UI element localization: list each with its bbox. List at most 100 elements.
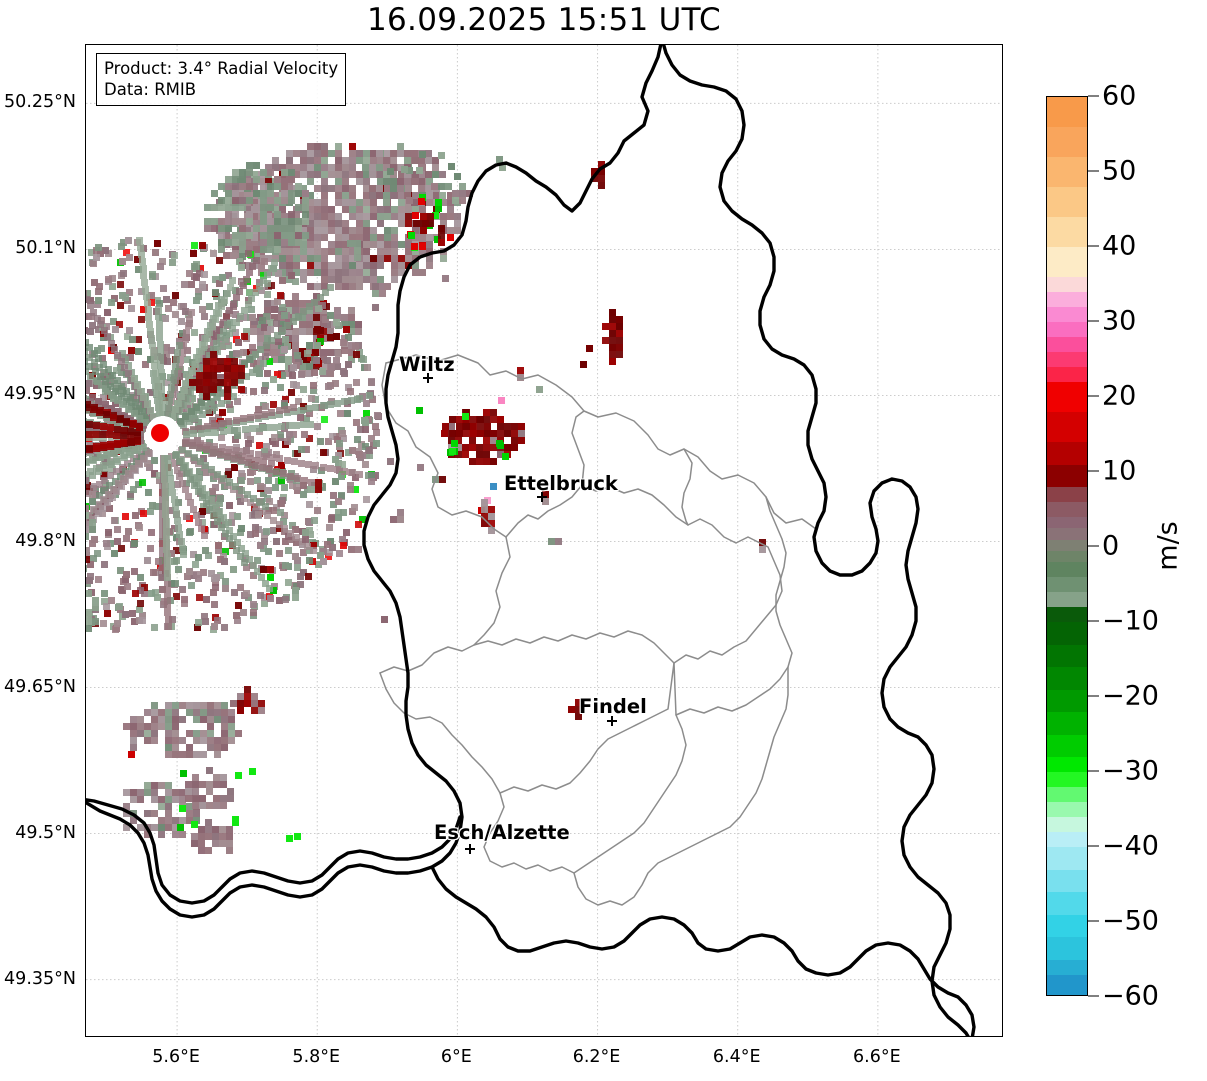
radar-echo-cell xyxy=(86,431,92,438)
radar-echo-cell xyxy=(598,168,605,175)
radar-echo-cell xyxy=(448,163,455,170)
radar-echo-cell xyxy=(179,789,186,796)
radar-echo-cell xyxy=(260,360,267,367)
radar-echo-cell xyxy=(89,540,96,547)
radar-echo-cell xyxy=(329,433,336,440)
radar-echo-cell xyxy=(275,338,282,345)
map-panel[interactable]: Product: 3.4° Radial Velocity Data: RMIB… xyxy=(85,44,1003,1037)
radar-echo-cell xyxy=(129,336,136,343)
radar-echo-cell xyxy=(195,488,202,495)
radar-echo-cell xyxy=(86,482,91,489)
radar-echo-cell xyxy=(208,466,215,473)
radar-echo-cell xyxy=(142,419,149,426)
radar-echo-cell xyxy=(149,502,156,509)
radar-echo-cell xyxy=(327,321,334,328)
colorbar[interactable] xyxy=(1046,96,1088,996)
radar-echo-cell xyxy=(106,505,113,512)
radar-echo-cell xyxy=(157,411,164,418)
radar-echo-cell xyxy=(139,612,146,619)
radar-echo-cell xyxy=(616,316,623,323)
radar-echo-cell xyxy=(231,379,238,386)
radar-echo-cell xyxy=(214,348,221,355)
radar-echo-cell xyxy=(159,258,166,265)
radar-echo-cell xyxy=(199,508,206,515)
radar-echo-cell xyxy=(398,206,405,213)
radar-echo-cell xyxy=(341,314,348,321)
radar-echo-cell xyxy=(114,440,121,447)
radar-echo-cell xyxy=(95,576,102,583)
radar-echo-cell xyxy=(411,150,418,157)
radar-echo-cell xyxy=(445,183,452,190)
radar-echo-cell xyxy=(204,218,211,225)
radar-echo-cell xyxy=(232,169,239,176)
radar-echo-cell xyxy=(246,289,253,296)
radar-echo-cell xyxy=(210,372,217,379)
radar-echo-cell xyxy=(90,309,97,316)
radar-echo-cell xyxy=(237,700,244,707)
radar-echo-cell xyxy=(277,509,284,516)
radar-echo-cell xyxy=(217,379,224,386)
radar-echo-cell xyxy=(196,468,203,475)
radar-echo-cell xyxy=(123,803,130,810)
radar-echo-cell xyxy=(616,351,623,358)
radar-echo-cell xyxy=(212,316,219,323)
radar-echo-cell xyxy=(321,171,328,178)
radar-echo-cell xyxy=(224,386,231,393)
latitude-tick-label: 49.35°N xyxy=(4,968,76,989)
radar-echo-cell xyxy=(404,171,411,178)
radar-echo-cell xyxy=(171,460,178,467)
radar-echo-cell xyxy=(144,723,151,730)
radar-echo-cell xyxy=(354,247,361,254)
radar-echo-cell xyxy=(257,483,264,490)
radar-echo-cell xyxy=(307,178,314,185)
radar-echo-cell xyxy=(300,227,307,234)
radar-echo-cell xyxy=(155,390,162,397)
radar-echo-cell xyxy=(348,397,355,404)
radar-echo-cell xyxy=(462,451,469,458)
radar-echo-cell xyxy=(192,415,199,422)
radar-echo-cell xyxy=(456,430,463,437)
radar-echo-cell xyxy=(164,574,171,581)
radar-echo-cell xyxy=(119,258,126,265)
radar-echo-cell xyxy=(172,730,179,737)
radar-echo-cell xyxy=(112,326,119,333)
radar-echo-cell xyxy=(93,254,100,261)
radar-echo-cell xyxy=(366,447,373,454)
radar-echo-cell xyxy=(270,376,277,383)
radar-echo-cell xyxy=(243,314,250,321)
radar-echo-cell xyxy=(198,840,205,847)
radar-echo-cell xyxy=(352,486,359,493)
radar-echo-cell xyxy=(292,278,299,285)
radar-echo-cell xyxy=(262,382,269,389)
radar-echo-cell xyxy=(307,255,314,262)
radar-echo-cell xyxy=(342,276,349,283)
colorbar-tick-mark xyxy=(1088,920,1099,922)
longitude-tick-label: 6.6°E xyxy=(853,1047,901,1067)
radar-echo-cell xyxy=(243,328,250,335)
radar-echo-cell xyxy=(456,416,463,423)
radar-echo-cell xyxy=(342,220,349,227)
colorbar-tick-label: −30 xyxy=(1102,755,1159,787)
radar-echo-cell xyxy=(220,319,227,326)
radar-echo-cell xyxy=(163,546,170,553)
radar-echo-cell xyxy=(271,434,278,441)
radar-echo-cell xyxy=(363,227,370,234)
radar-echo-cell xyxy=(233,350,240,357)
radar-echo-cell xyxy=(158,369,165,376)
radar-echo-cell xyxy=(314,283,321,290)
radar-echo-cell xyxy=(167,507,174,514)
radar-echo-cell xyxy=(239,218,246,225)
radar-echo-cell xyxy=(363,213,370,220)
radar-echo-cell xyxy=(412,262,419,269)
radar-echo-cell xyxy=(609,330,616,337)
radar-echo-cell xyxy=(210,346,217,353)
radar-echo-cell xyxy=(120,432,127,439)
radar-echo-cell xyxy=(187,499,194,506)
radar-echo-cell xyxy=(504,444,511,451)
radar-echo-cell xyxy=(449,430,456,437)
radar-echo-cell xyxy=(314,241,321,248)
radar-echo-cell xyxy=(241,495,248,502)
radar-echo-cell xyxy=(158,709,165,716)
radar-echo-cell xyxy=(226,479,233,486)
radar-echo-cell xyxy=(369,192,376,199)
